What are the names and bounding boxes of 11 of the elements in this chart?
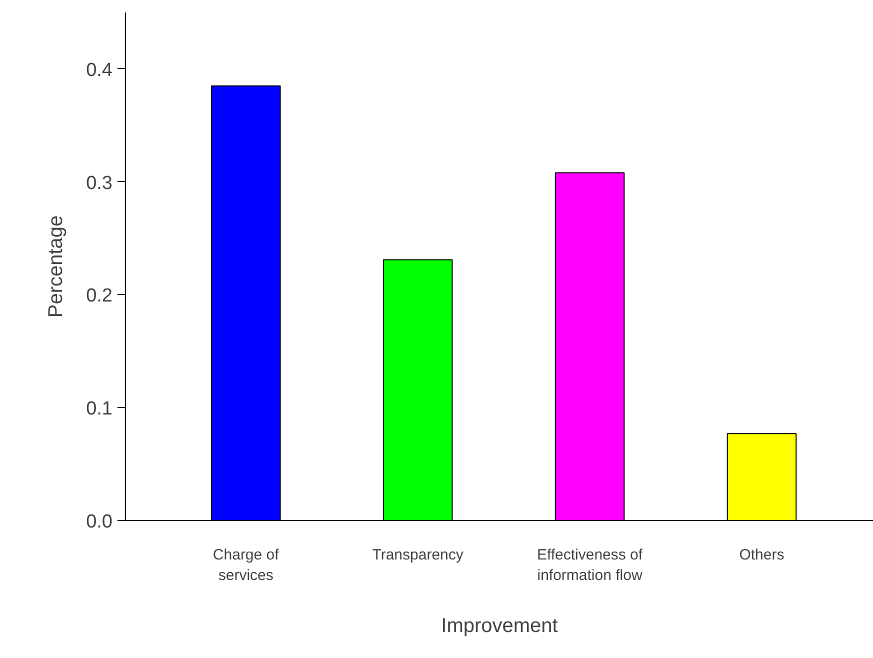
x-tick-label: Transparency — [372, 546, 464, 564]
y-tick-label: 0.2 — [86, 286, 113, 307]
x-tick-label: Effectiveness of information flow — [536, 546, 644, 584]
y-tick-label: 0.4 — [86, 60, 113, 81]
x-axis-title: Improvement — [441, 614, 558, 637]
x-tick-label: Others — [739, 546, 784, 564]
y-tick-label: 0.0 — [86, 512, 113, 532]
y-axis-title: Percentage — [45, 215, 68, 318]
y-tick-label: 0.1 — [86, 398, 113, 420]
y-tick-label: 0.3 — [86, 172, 113, 194]
x-tick-label: Charge of services — [212, 546, 280, 584]
